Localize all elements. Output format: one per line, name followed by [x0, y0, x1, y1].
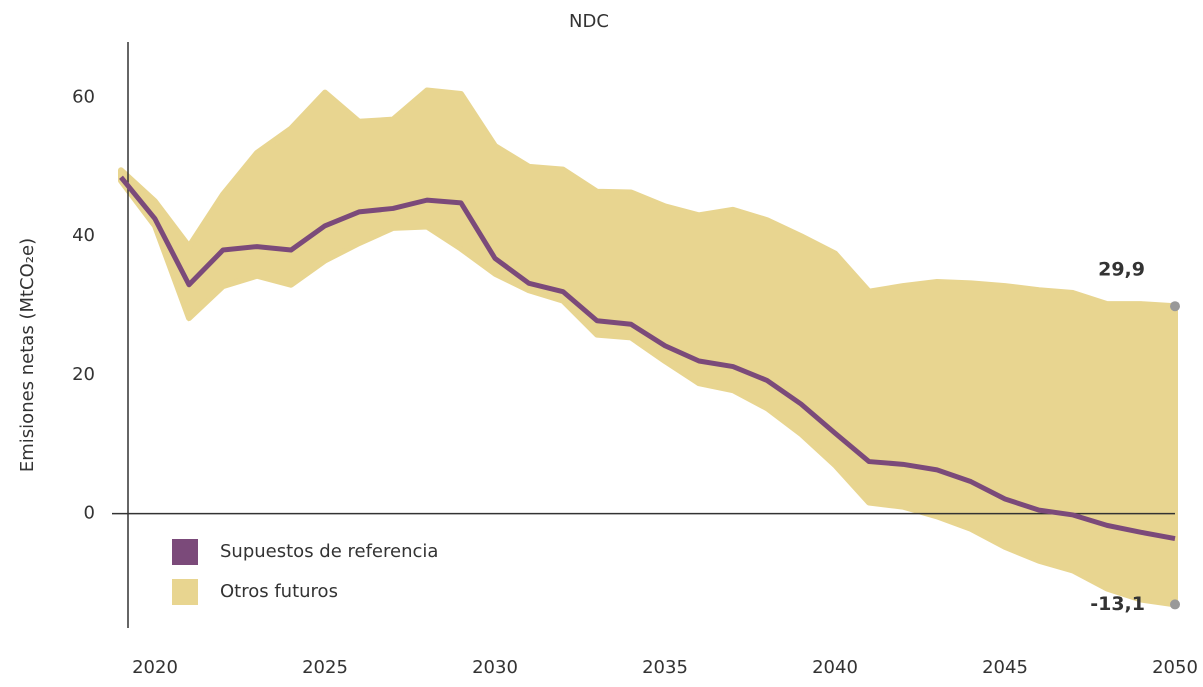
annotation: -13,1: [1090, 593, 1145, 615]
end-dot: [1170, 599, 1180, 610]
legend-swatch: [172, 579, 198, 605]
legend-label: Otros futuros: [220, 581, 338, 602]
y-axis-label: Emisiones netas (MtCO₂e): [17, 238, 38, 472]
x-tick-label: 2025: [302, 657, 348, 678]
legend-label: Supuestos de referencia: [220, 541, 438, 562]
x-tick-label: 2030: [472, 657, 518, 678]
end-dot: [1170, 301, 1180, 312]
legend-swatch: [172, 539, 198, 565]
x-tick-label: 2050: [1152, 657, 1198, 678]
chart-title: NDC: [569, 11, 609, 32]
annotation: 29,9: [1098, 259, 1145, 281]
x-tick-label: 2040: [812, 657, 858, 678]
y-tick-label: 60: [72, 86, 95, 107]
y-tick-label: 40: [72, 225, 95, 246]
reference-line: [119, 175, 1176, 541]
x-tick-label: 2035: [642, 657, 688, 678]
x-tick-label: 2020: [132, 657, 178, 678]
band-upper-line: [119, 88, 1176, 309]
y-tick-label: 0: [84, 503, 95, 524]
band-lower-line: [119, 179, 1176, 607]
y-tick-label: 20: [72, 364, 95, 385]
x-tick-label: 2045: [982, 657, 1028, 678]
